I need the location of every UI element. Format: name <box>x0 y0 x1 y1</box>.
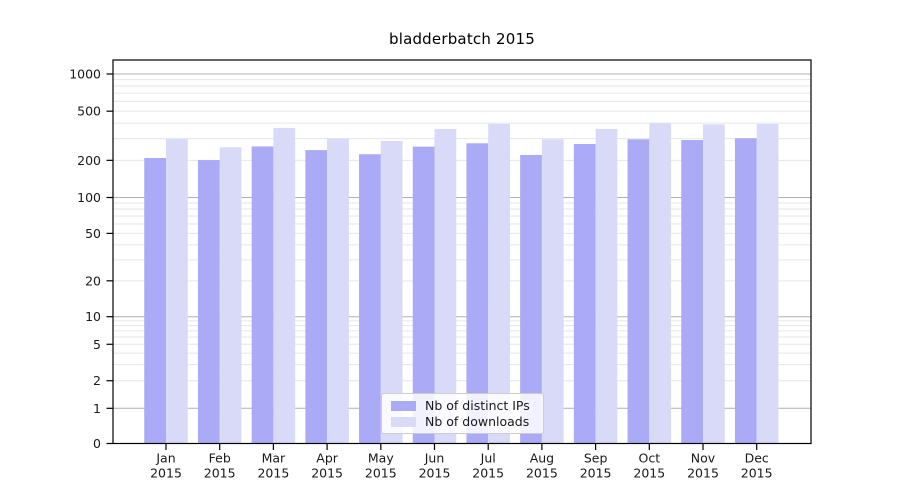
legend-item-downloads: Nb of downloads <box>391 414 535 429</box>
x-tick-year-label: 2015 <box>472 466 504 481</box>
x-tick-label: Apr <box>316 451 338 466</box>
bar-downloads <box>219 147 242 444</box>
y-tick-label: 500 <box>77 104 101 119</box>
y-tick-label: 5 <box>93 337 101 352</box>
y-tick-label: 10 <box>85 309 101 324</box>
bar-downloads <box>327 138 349 444</box>
y-tick-label: 1000 <box>69 67 101 82</box>
bar-downloads <box>595 128 618 444</box>
x-tick-label: Jan <box>155 451 175 466</box>
chart-title: bladderbatch 2015 <box>388 30 535 48</box>
x-tick-year-label: 2015 <box>150 466 182 481</box>
x-tick-year-label: 2015 <box>526 466 558 481</box>
x-tick-label: Nov <box>691 451 716 466</box>
legend-label-downloads: Nb of downloads <box>425 414 530 429</box>
bar-downloads <box>273 127 296 444</box>
bar-downloads <box>756 123 779 444</box>
x-tick-label: Oct <box>638 451 660 466</box>
bar-distinct-ips <box>305 150 328 444</box>
legend-swatch-distinct-ips <box>391 400 416 411</box>
y-tick-label: 2 <box>93 373 101 388</box>
x-tick-year-label: 2015 <box>633 466 665 481</box>
bar-downloads <box>166 138 188 444</box>
bar-distinct-ips <box>734 138 757 444</box>
legend: Nb of distinct IPs Nb of downloads <box>381 393 544 434</box>
x-tick-year-label: 2015 <box>419 466 451 481</box>
x-tick-label: Dec <box>745 451 769 466</box>
legend-label-distinct-ips: Nb of distinct IPs <box>425 398 530 413</box>
x-tick-year-label: 2015 <box>365 466 397 481</box>
x-tick-label: Sep <box>584 451 608 466</box>
plot-border <box>112 59 812 445</box>
bar-distinct-ips <box>573 144 596 444</box>
bar-distinct-ips <box>197 160 220 444</box>
bar-downloads <box>541 139 564 444</box>
bar-downloads <box>649 123 672 444</box>
x-tick-label: Mar <box>262 451 286 466</box>
x-tick-year-label: 2015 <box>204 466 236 481</box>
bar-distinct-ips <box>466 143 489 444</box>
bar-downloads <box>703 124 725 444</box>
y-tick-label: 50 <box>85 226 101 241</box>
x-tick-label: Aug <box>530 451 554 466</box>
y-tick-label: 100 <box>77 190 101 205</box>
y-tick-label: 20 <box>85 273 101 288</box>
legend-item-distinct-ips: Nb of distinct IPs <box>391 398 535 413</box>
y-tick-label: 0 <box>93 436 101 451</box>
bar-downloads <box>380 140 403 444</box>
x-tick-year-label: 2015 <box>311 466 343 481</box>
bar-distinct-ips <box>681 140 703 444</box>
x-tick-label: Feb <box>209 451 231 466</box>
bar-distinct-ips <box>520 154 542 444</box>
legend-swatch-downloads <box>391 416 416 427</box>
y-tick-label: 200 <box>77 153 101 168</box>
x-tick-label: May <box>368 451 394 466</box>
bar-downloads <box>488 123 510 444</box>
x-tick-year-label: 2015 <box>687 466 719 481</box>
bar-distinct-ips <box>251 146 274 444</box>
x-tick-label: Jul <box>480 451 496 466</box>
bar-distinct-ips <box>359 154 381 444</box>
x-tick-year-label: 2015 <box>580 466 612 481</box>
bar-downloads <box>434 128 457 444</box>
y-tick-label: 1 <box>93 401 101 416</box>
x-tick-year-label: 2015 <box>257 466 289 481</box>
bar-distinct-ips <box>412 146 435 444</box>
x-tick-label: Jun <box>424 451 445 466</box>
x-tick-year-label: 2015 <box>741 466 773 481</box>
bar-distinct-ips <box>144 157 166 444</box>
bar-distinct-ips <box>627 139 650 444</box>
